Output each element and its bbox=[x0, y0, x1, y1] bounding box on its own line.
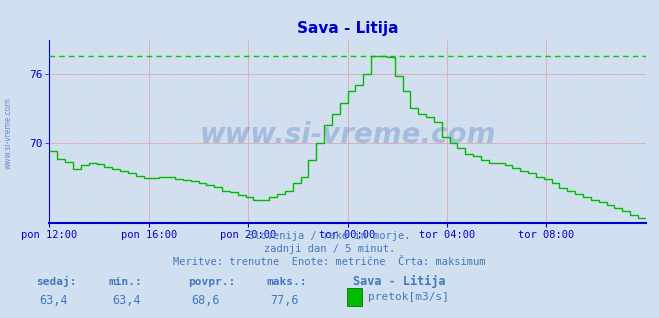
Text: 63,4: 63,4 bbox=[112, 294, 140, 307]
Text: zadnji dan / 5 minut.: zadnji dan / 5 minut. bbox=[264, 244, 395, 254]
Text: sedaj:: sedaj: bbox=[36, 276, 76, 287]
Text: Sava - Litija: Sava - Litija bbox=[353, 274, 445, 287]
Text: www.si-vreme.com: www.si-vreme.com bbox=[200, 121, 496, 149]
Text: 63,4: 63,4 bbox=[40, 294, 68, 307]
Text: 68,6: 68,6 bbox=[191, 294, 219, 307]
Text: 77,6: 77,6 bbox=[270, 294, 299, 307]
Text: pretok[m3/s]: pretok[m3/s] bbox=[368, 292, 449, 301]
Text: min.:: min.: bbox=[109, 277, 142, 287]
Text: Slovenija / reke in morje.: Slovenija / reke in morje. bbox=[248, 231, 411, 241]
Text: www.si-vreme.com: www.si-vreme.com bbox=[4, 98, 13, 169]
Text: maks.:: maks.: bbox=[267, 277, 307, 287]
Title: Sava - Litija: Sava - Litija bbox=[297, 21, 399, 36]
Text: povpr.:: povpr.: bbox=[188, 277, 235, 287]
Text: Meritve: trenutne  Enote: metrične  Črta: maksimum: Meritve: trenutne Enote: metrične Črta: … bbox=[173, 257, 486, 266]
